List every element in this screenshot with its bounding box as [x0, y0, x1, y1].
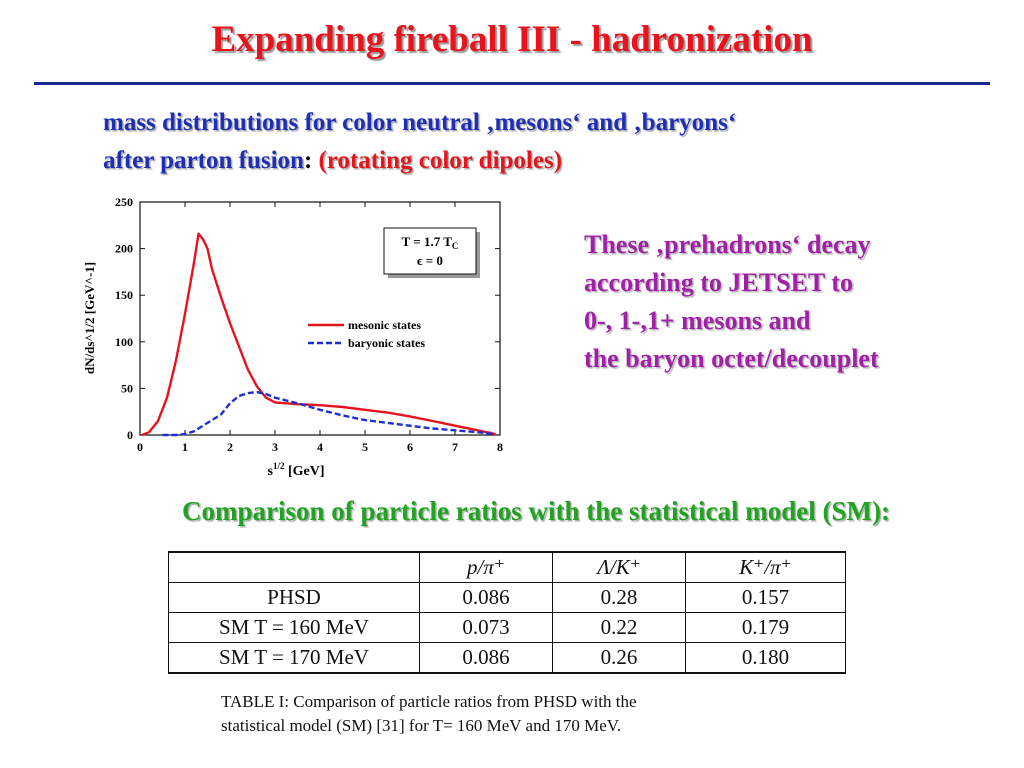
- x-tick-label: 1: [182, 440, 188, 454]
- table-cell: 0.157: [685, 582, 846, 613]
- y-tick-label: 200: [115, 242, 133, 256]
- series-layer: [141, 232, 496, 437]
- side-line-1: These ‚prehadrons‘ decay: [584, 230, 871, 259]
- x-tick-label: 4: [317, 440, 323, 454]
- table-header-cell: p/π⁺: [419, 551, 553, 583]
- y-tick-label: 0: [127, 428, 133, 442]
- y-tick-label: 50: [121, 381, 133, 395]
- side-line-2: according to JETSET to: [584, 268, 853, 297]
- x-tick-label: 2: [227, 440, 233, 454]
- legend-label-mesonic: mesonic states: [348, 318, 421, 332]
- intro-line-1: mass distributions for color neutral ‚me…: [103, 109, 737, 136]
- prehadron-decay-text: These ‚prehadrons‘ decay according to JE…: [584, 226, 879, 378]
- x-tick-label: 0: [137, 440, 143, 454]
- particle-ratio-table: p/π⁺ Λ/K⁺ K⁺/π⁺ PHSD 0.086 0.28 0.157 SM…: [168, 551, 846, 674]
- series-line-baryonic: [162, 390, 496, 437]
- intro-line-2-blue: after parton fusion: [103, 147, 304, 174]
- intro-text: mass distributions for color neutral ‚me…: [103, 104, 736, 180]
- table-cell: SM T = 160 MeV: [168, 612, 420, 643]
- intro-line-2: after parton fusion: (rotating color dip…: [103, 142, 736, 180]
- table-cell: 0.28: [552, 582, 686, 613]
- side-line-3: 0-, 1-,1+ mesons and: [584, 306, 811, 335]
- caption-line-1: TABLE I: Comparison of particle ratios f…: [221, 692, 637, 711]
- annotation-frame: [383, 227, 477, 275]
- table-caption: TABLE I: Comparison of particle ratios f…: [221, 690, 637, 738]
- y-tick-label: 100: [115, 335, 133, 349]
- table-row: SM T = 170 MeV 0.086 0.26 0.180: [168, 642, 846, 674]
- mass-distribution-chart: 0 1 2 3 4 5 6 7 8 0 50 100 150 200 250 T = 1.7 TC ϵ = …: [82, 195, 503, 479]
- table-cell: 0.22: [552, 612, 686, 643]
- table-header-cell: K⁺/π⁺: [685, 551, 846, 583]
- annotation-box: T = 1.7 TC ϵ = 0: [383, 227, 480, 278]
- x-tick-label: 6: [407, 440, 413, 454]
- intro-line-2-red: (rotating color dipoles): [318, 147, 563, 174]
- annotation-line-1: T = 1.7 TC: [402, 234, 459, 251]
- caption-line-2: statistical model (SM) [31] for T= 160 M…: [221, 716, 622, 735]
- table-cell: 0.179: [685, 612, 846, 643]
- annotation-line-2: ϵ = 0: [417, 253, 443, 268]
- comparison-heading: Comparison of particle ratios with the s…: [182, 496, 890, 526]
- y-tick-label: 150: [115, 288, 133, 302]
- y-axis-label: dN/ds^1/2 [GeV^-1]: [82, 262, 97, 374]
- legend-label-baryonic: baryonic states: [348, 336, 425, 350]
- series-line-mesonic: [141, 232, 496, 437]
- intro-line-2-colon: :: [303, 147, 313, 174]
- x-axis-label: s1/2 [GeV]: [267, 461, 324, 479]
- table-cell: 0.180: [685, 642, 846, 674]
- x-tick-label: 8: [497, 440, 503, 454]
- legend: mesonic states baryonic states: [308, 318, 425, 350]
- y-tick-label: 250: [115, 195, 133, 209]
- side-line-4: the baryon octet/decouplet: [584, 344, 879, 373]
- table-cell: 0.086: [419, 582, 553, 613]
- x-tick-label: 7: [452, 440, 458, 454]
- table-header-cell: Λ/K⁺: [552, 551, 686, 583]
- x-tick-label: 5: [362, 440, 368, 454]
- title-divider: [34, 82, 990, 85]
- table-row: PHSD 0.086 0.28 0.157: [168, 582, 846, 613]
- table-cell: 0.073: [419, 612, 553, 643]
- table-cell: 0.26: [552, 642, 686, 674]
- table-header-cell: [168, 551, 420, 583]
- table-header-row: p/π⁺ Λ/K⁺ K⁺/π⁺: [168, 551, 846, 583]
- table-cell: PHSD: [168, 582, 420, 613]
- slide-title: Expanding fireball III - hadronization: [211, 19, 813, 60]
- table-cell: 0.086: [419, 642, 553, 674]
- table-cell: SM T = 170 MeV: [168, 642, 420, 674]
- x-tick-label: 3: [272, 440, 278, 454]
- table-row: SM T = 160 MeV 0.073 0.22 0.179: [168, 612, 846, 643]
